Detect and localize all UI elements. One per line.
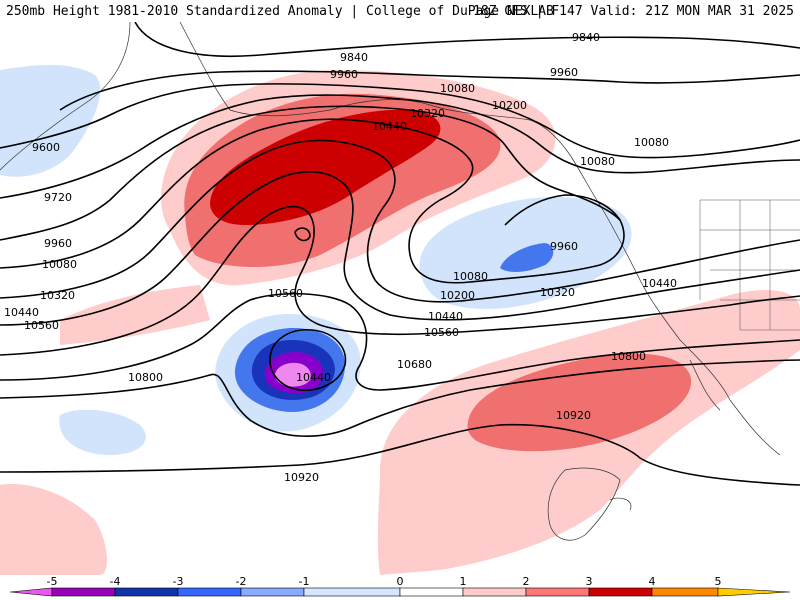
- contour-labels: 9840 9840 9960 9960 9960 9960 9600 9720 …: [4, 31, 677, 484]
- contour-line: [0, 105, 621, 241]
- colorbar-tick: -5: [47, 575, 58, 588]
- colorbar-tick: 3: [586, 575, 593, 588]
- contour-label: 10080: [42, 258, 77, 271]
- colorbar-tick: 1: [460, 575, 467, 588]
- colorbar-swatch: [240, 587, 305, 597]
- map-title: 250mb Height 1981-2010 Standardized Anom…: [6, 4, 554, 19]
- contour-line: [0, 139, 800, 303]
- colorbar-swatch: [303, 587, 401, 597]
- positive-anomaly-area: [467, 353, 692, 452]
- contour-label: 10320: [540, 286, 575, 299]
- coastline-alaska: [179, 22, 641, 281]
- contour-label: 9960: [330, 68, 358, 81]
- contour-line: [0, 94, 800, 199]
- colorbar-swatch: [462, 587, 527, 597]
- contour-label: 10320: [410, 107, 445, 120]
- coastline-australia-ne: [547, 467, 621, 541]
- colorbar-swatch: [51, 587, 116, 597]
- contour-label: 10440: [642, 277, 677, 290]
- contour-label: 9960: [550, 240, 578, 253]
- positive-anomaly-area: [0, 484, 107, 575]
- colorbar-tick: 4: [649, 575, 656, 588]
- colorbar-swatch: [9, 587, 53, 597]
- model-valid-time: 18Z GFS | F147 Valid: 21Z MON MAR 31 202…: [473, 4, 794, 19]
- anomaly-map: 9840 9840 9960 9960 9960 9960 9600 9720 …: [0, 22, 800, 575]
- height-contours: [0, 22, 800, 486]
- contour-label: 9600: [32, 141, 60, 154]
- colorbar-tick: -2: [236, 575, 247, 588]
- contour-label: 9840: [572, 31, 600, 44]
- colorbar-swatch: [651, 587, 719, 597]
- colorbar-swatch: [114, 587, 179, 597]
- contour-label: 10080: [634, 136, 669, 149]
- contour-label: 10680: [397, 358, 432, 371]
- colorbar-ticks: -5 -4 -3 -2 -1 0 1 2 3 4 5: [47, 575, 722, 588]
- colorbar-tick: -1: [299, 575, 310, 588]
- contour-label: 10560: [24, 319, 59, 332]
- contour-label: 9840: [340, 51, 368, 64]
- contour-line: [269, 329, 347, 391]
- colorbar-swatch: [525, 587, 590, 597]
- contour-label: 10800: [611, 350, 646, 363]
- contour-line: [0, 359, 800, 437]
- contour-line: [134, 22, 800, 58]
- contour-label: 10920: [284, 471, 319, 484]
- negative-anomaly-area: [500, 243, 554, 272]
- negative-anomaly-area: [0, 65, 101, 177]
- coastlines: [0, 22, 800, 541]
- contour-label: 9960: [44, 237, 72, 250]
- contour-label: 10080: [453, 270, 488, 283]
- contour-label: 10560: [424, 326, 459, 339]
- contour-line: [0, 205, 800, 356]
- colorbar-tick: -4: [110, 575, 121, 588]
- contour-label: 9720: [44, 191, 72, 204]
- contour-line: [0, 292, 800, 391]
- contour-label: 10560: [268, 287, 303, 300]
- contour-label: 9960: [550, 66, 578, 79]
- positive-anomaly-area: [210, 109, 441, 225]
- colorbar-tick: -3: [173, 575, 184, 588]
- anomaly-shading: [0, 65, 800, 575]
- coastline-na-west: [639, 279, 781, 456]
- contour-line: [0, 118, 625, 284]
- coastline-nz: [609, 497, 632, 511]
- contour-label: 10320: [40, 289, 75, 302]
- colorbar-swatch: [399, 587, 464, 597]
- contour-label: 10920: [556, 409, 591, 422]
- contour-label: 10080: [580, 155, 615, 168]
- contour-label: 10200: [440, 289, 475, 302]
- negative-anomaly-area: [274, 362, 311, 387]
- colorbar-tick: 2: [523, 575, 530, 588]
- map-header: 250mb Height 1981-2010 Standardized Anom…: [0, 0, 800, 22]
- colorbar-tick: 5: [715, 575, 722, 588]
- colorbar-swatch: [588, 587, 653, 597]
- contour-line: [0, 423, 800, 486]
- contour-line: [294, 227, 311, 242]
- colorbar-swatch: [717, 587, 791, 597]
- colorbar-tick: 0: [397, 575, 404, 588]
- contour-label: 10440: [4, 306, 39, 319]
- contour-label: 10200: [492, 99, 527, 112]
- contour-line: [0, 83, 800, 159]
- coastline-siberia: [0, 22, 131, 171]
- contour-label: 10800: [128, 371, 163, 384]
- colorbar-swatches: [9, 587, 791, 597]
- contour-label: 10440: [296, 371, 331, 384]
- contour-line: [0, 171, 800, 326]
- contour-label: 10440: [372, 120, 407, 133]
- contour-label: 10440: [428, 310, 463, 323]
- contour-label: 10080: [440, 82, 475, 95]
- contour-line: [59, 70, 800, 111]
- anomaly-colorbar: -5 -4 -3 -2 -1 0 1 2 3 4 5: [9, 575, 791, 597]
- negative-anomaly-area: [59, 409, 146, 455]
- colorbar-swatch: [177, 587, 242, 597]
- positive-anomaly-area: [60, 285, 210, 345]
